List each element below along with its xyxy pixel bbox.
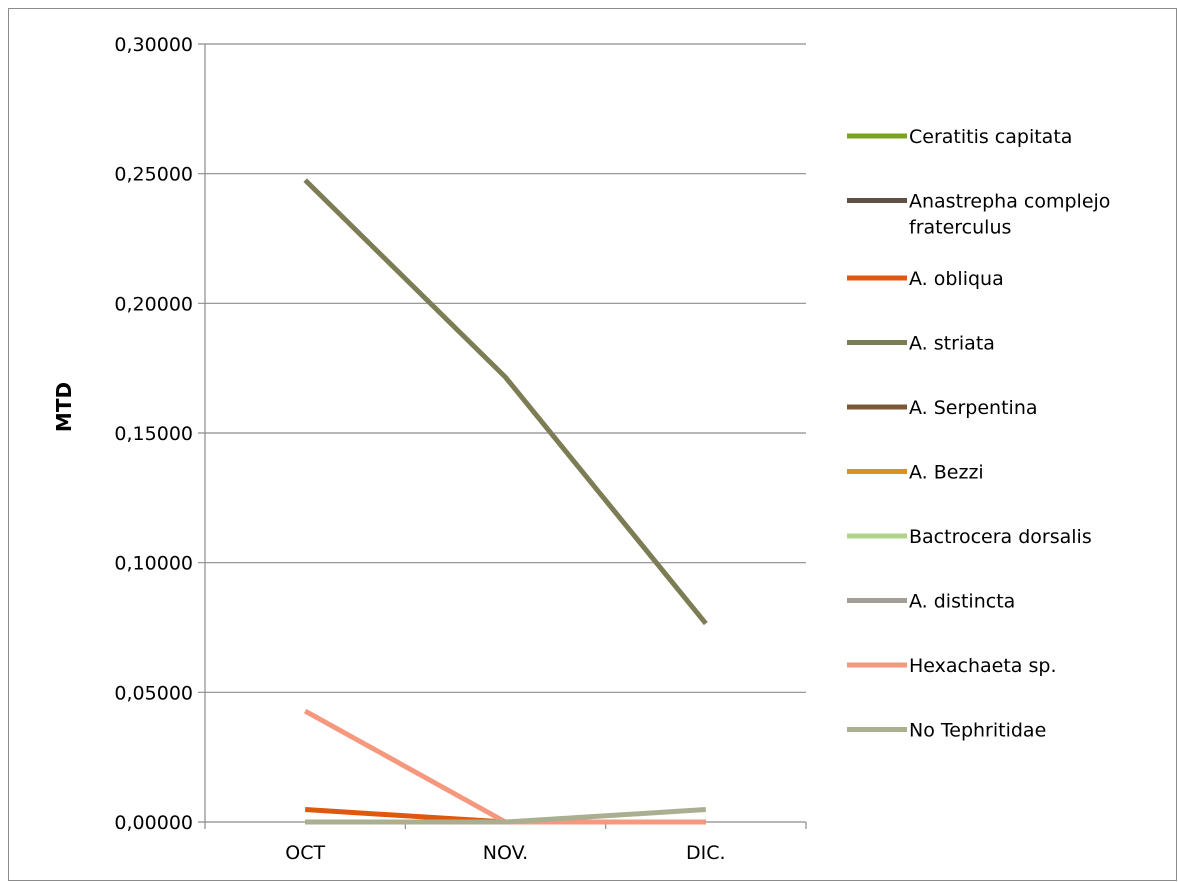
legend: Ceratitis capitata Anastrepha complejo fra… bbox=[847, 126, 1110, 742]
y-tick-label: 0,00000 bbox=[114, 812, 193, 834]
legend-label: A. striata bbox=[909, 333, 995, 355]
axes bbox=[204, 44, 807, 829]
legend-label-line: Ceratitis capitata bbox=[909, 126, 1072, 148]
series-lines bbox=[303, 178, 708, 825]
x-tick-label: NOV. bbox=[483, 842, 528, 864]
y-tick-label: 0,25000 bbox=[114, 164, 193, 186]
legend-label: Hexachaeta sp. bbox=[909, 655, 1056, 677]
legend-label: A. obliqua bbox=[909, 268, 1004, 290]
legend-label-line: A. Bezzi bbox=[909, 462, 984, 484]
gridlines bbox=[198, 43, 806, 823]
series-line-a-striata bbox=[303, 178, 708, 626]
y-axis-title: MTD bbox=[52, 382, 76, 432]
legend-label-line: fraterculus bbox=[909, 217, 1011, 239]
legend-label-line: Hexachaeta sp. bbox=[909, 655, 1056, 677]
y-tick-label: 0,15000 bbox=[114, 423, 193, 445]
series-line-no-tephritidae bbox=[305, 807, 706, 825]
legend-label-line: Anastrepha complejo bbox=[909, 191, 1110, 213]
x-tick-label: DIC. bbox=[686, 842, 726, 864]
legend-label: A. Bezzi bbox=[909, 462, 984, 484]
legend-label: No Tephritidae bbox=[909, 720, 1046, 742]
legend-label-line: A. distincta bbox=[909, 591, 1015, 613]
legend-label: A. Serpentina bbox=[909, 397, 1038, 419]
y-tick-labels: 0,00000 0,05000 0,10000 0,15000 0,20000 0,250… bbox=[114, 34, 193, 834]
legend-label: Anastrepha complejo fraterculus bbox=[909, 191, 1110, 239]
legend-label-line: A. striata bbox=[909, 333, 995, 355]
legend-label: A. distincta bbox=[909, 591, 1015, 613]
y-tick-label: 0,05000 bbox=[114, 682, 193, 704]
legend-label: Bactrocera dorsalis bbox=[909, 526, 1092, 548]
series-line-hexachaeta-sp bbox=[303, 708, 706, 825]
legend-label: Ceratitis capitata bbox=[909, 126, 1072, 148]
chart-frame: 0,00000 0,05000 0,10000 0,15000 0,20000 0,250… bbox=[8, 8, 1177, 881]
x-tick-labels: OCT NOV. DIC. bbox=[285, 842, 725, 864]
legend-label-line: A. Serpentina bbox=[909, 397, 1038, 419]
legend-label-line: A. obliqua bbox=[909, 268, 1004, 290]
y-tick-label: 0,10000 bbox=[114, 553, 193, 575]
y-tick-label: 0,30000 bbox=[114, 34, 193, 56]
y-tick-label: 0,20000 bbox=[114, 293, 193, 315]
legend-label-line: No Tephritidae bbox=[909, 720, 1046, 742]
x-tick-label: OCT bbox=[285, 842, 325, 864]
legend-label-line: Bactrocera dorsalis bbox=[909, 526, 1092, 548]
chart-svg: 0,00000 0,05000 0,10000 0,15000 0,20000 0,250… bbox=[52, 34, 1110, 864]
